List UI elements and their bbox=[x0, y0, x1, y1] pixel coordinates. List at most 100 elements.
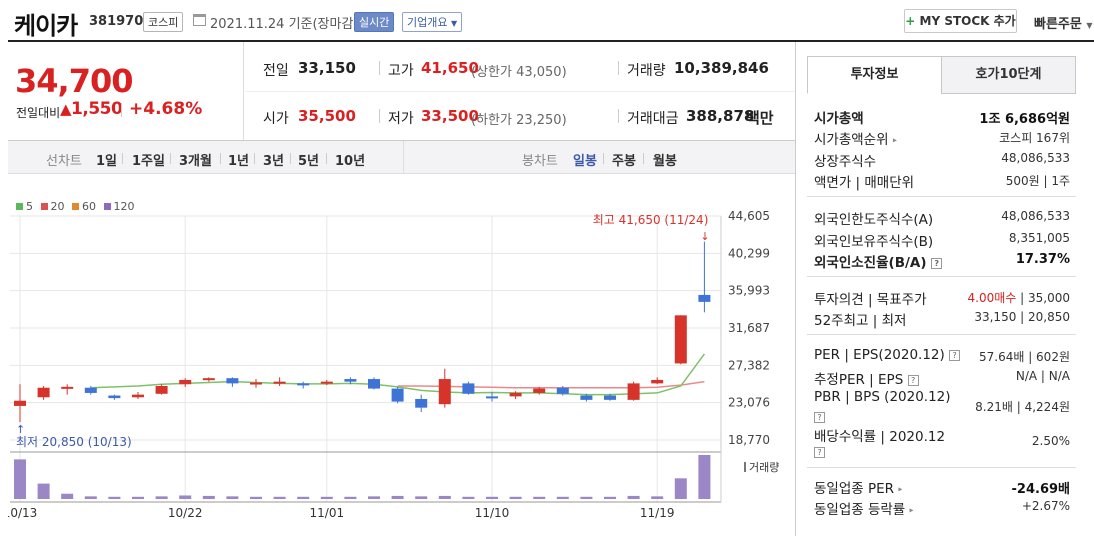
volume-bar bbox=[297, 496, 310, 499]
help-icon[interactable]: ? bbox=[814, 446, 825, 458]
upper-limit: (상한가 43,050) bbox=[471, 65, 567, 80]
period-3m[interactable]: 3개월 bbox=[179, 154, 212, 169]
tab-investment-info[interactable]: 투자정보 bbox=[807, 56, 942, 94]
tab-orderbook[interactable]: 호가10단계 bbox=[941, 56, 1076, 94]
price-box bbox=[8, 42, 244, 140]
per-text: PER | EPS(2020.12) bbox=[814, 347, 945, 363]
legend-ma5: 5 bbox=[26, 200, 33, 213]
volume-bar bbox=[509, 496, 522, 499]
per-value: 57.64배 | 602원 bbox=[978, 350, 1070, 364]
sector-per-label[interactable]: 동일업종 PER ▸ bbox=[814, 477, 902, 497]
listed-shares-label: 상장주식수 bbox=[814, 154, 877, 170]
period-3y[interactable]: 3년 bbox=[263, 154, 285, 169]
market-tag: 코스피 bbox=[143, 12, 184, 32]
company-overview-dropdown[interactable]: 기업개요 ▼ bbox=[402, 12, 463, 32]
candle-body bbox=[674, 315, 687, 364]
stats-bottom-line bbox=[8, 140, 796, 141]
stat-divider bbox=[379, 61, 380, 75]
candle-body bbox=[84, 387, 97, 393]
period-1d[interactable]: 1일 bbox=[96, 154, 118, 169]
high-value: 41,650 bbox=[421, 59, 479, 77]
est-per-value: N/A | N/A bbox=[1015, 369, 1070, 383]
legend-ma120: 120 bbox=[113, 200, 135, 213]
volume-bar bbox=[320, 496, 333, 499]
pbr-label: PBR | BPS (2020.12) bbox=[814, 389, 951, 405]
volume-bar bbox=[556, 496, 569, 499]
change-divider bbox=[121, 103, 122, 117]
prev-compare-label: 전일대비 bbox=[16, 106, 61, 120]
target-price-value: | 35,000 bbox=[1016, 291, 1070, 305]
volume-bar bbox=[438, 495, 451, 499]
chevron-right-icon: ▸ bbox=[892, 135, 897, 145]
period-5y[interactable]: 5년 bbox=[298, 154, 320, 169]
help-icon[interactable]: ? bbox=[814, 411, 825, 423]
period-1y[interactable]: 1년 bbox=[228, 154, 250, 169]
sector-rate-text: 동일업종 등락률 bbox=[814, 502, 906, 518]
period-bar-divider bbox=[403, 141, 404, 174]
market-cap-rank-label[interactable]: 시가총액순위 ▸ bbox=[814, 128, 897, 148]
realtime-button[interactable]: 실시간 bbox=[354, 12, 395, 32]
stat-divider bbox=[618, 109, 619, 123]
period-daily[interactable]: 일봉 bbox=[573, 154, 597, 169]
volume-bar bbox=[84, 496, 97, 499]
week52-value: 33,150 | 20,850 bbox=[974, 310, 1070, 324]
chart-period-bar bbox=[8, 141, 796, 174]
y-tick-label: 18,770 bbox=[728, 433, 770, 447]
opinion-target: 4.00매수 | 35,000 bbox=[968, 289, 1070, 306]
open-value: 35,500 bbox=[298, 107, 356, 125]
down-arrow-icon: ↓ bbox=[700, 230, 709, 243]
quick-order-button[interactable]: 빠른주문 ▼ bbox=[1034, 13, 1093, 32]
candle-body bbox=[438, 379, 451, 405]
stock-code: 381970 bbox=[89, 14, 144, 29]
period-divider bbox=[603, 153, 604, 164]
candle-body bbox=[462, 383, 475, 394]
candle-body bbox=[108, 395, 121, 399]
dividend-help: ? bbox=[814, 444, 825, 460]
help-icon[interactable]: ? bbox=[907, 374, 919, 386]
period-divider bbox=[170, 153, 171, 164]
period-10y[interactable]: 10년 bbox=[335, 154, 366, 169]
candle-body bbox=[698, 294, 711, 302]
volume-bar bbox=[627, 495, 640, 499]
volume-bar bbox=[179, 495, 192, 499]
foreign-ratio-value: 17.37% bbox=[1015, 252, 1070, 267]
volume-bar bbox=[533, 496, 546, 499]
volume-bar bbox=[226, 496, 239, 499]
volume-bar bbox=[132, 496, 144, 499]
tab-underline bbox=[941, 93, 1076, 94]
foreign-holding-label: 외국인보유주식수(B) bbox=[814, 234, 934, 250]
volume-label: 거래량 bbox=[749, 461, 779, 474]
period-weekly[interactable]: 주봉 bbox=[612, 154, 636, 169]
help-icon[interactable]: ? bbox=[949, 349, 961, 361]
market-cap-value: 1조 6,686억원 bbox=[979, 112, 1070, 127]
market-cap-rank-text: 시가총액순위 bbox=[814, 132, 889, 148]
candle-body bbox=[344, 379, 357, 382]
info-section-divider bbox=[807, 467, 1076, 468]
info-section-divider bbox=[807, 196, 1076, 197]
legend-ma60: 60 bbox=[82, 200, 96, 213]
help-icon[interactable]: ? bbox=[931, 257, 943, 269]
volume-bar bbox=[273, 496, 286, 499]
volume-bar bbox=[37, 483, 50, 499]
trade-amount-unit: 백만 bbox=[746, 109, 774, 127]
candle-chart[interactable]: 44,605 40,299 35,993 31,687 27,382 23,076 18,7… bbox=[8, 196, 794, 532]
candle-body bbox=[651, 379, 664, 384]
candle-body bbox=[604, 395, 616, 400]
period-monthly[interactable]: 월봉 bbox=[653, 154, 677, 169]
sector-rate-label[interactable]: 동일업종 등락률 ▸ bbox=[814, 498, 914, 518]
volume-bar bbox=[108, 496, 121, 499]
trade-amount-label: 거래대금 bbox=[627, 111, 679, 127]
lower-limit: (하한가 23,250) bbox=[471, 113, 567, 128]
quick-order-label: 빠른주문 bbox=[1034, 17, 1082, 32]
add-mystock-label: MY STOCK 추가 bbox=[919, 14, 1016, 28]
period-1w[interactable]: 1주일 bbox=[132, 154, 165, 169]
stat-divider bbox=[379, 109, 380, 123]
period-divider bbox=[254, 153, 255, 164]
low-label: 저가 bbox=[388, 111, 414, 127]
volume-bar bbox=[155, 496, 168, 499]
current-price: 34,700 bbox=[15, 62, 133, 100]
dividend-label: 배당수익률 | 2020.12 bbox=[814, 429, 946, 445]
low-value: 33,500 bbox=[421, 107, 479, 125]
add-mystock-button[interactable]: + MY STOCK 추가 bbox=[904, 9, 1017, 33]
pbr-value: 8.21배 | 4,224원 bbox=[975, 400, 1070, 414]
